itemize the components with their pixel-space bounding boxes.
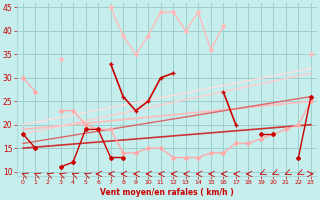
X-axis label: Vent moyen/en rafales ( km/h ): Vent moyen/en rafales ( km/h ) [100,188,234,197]
